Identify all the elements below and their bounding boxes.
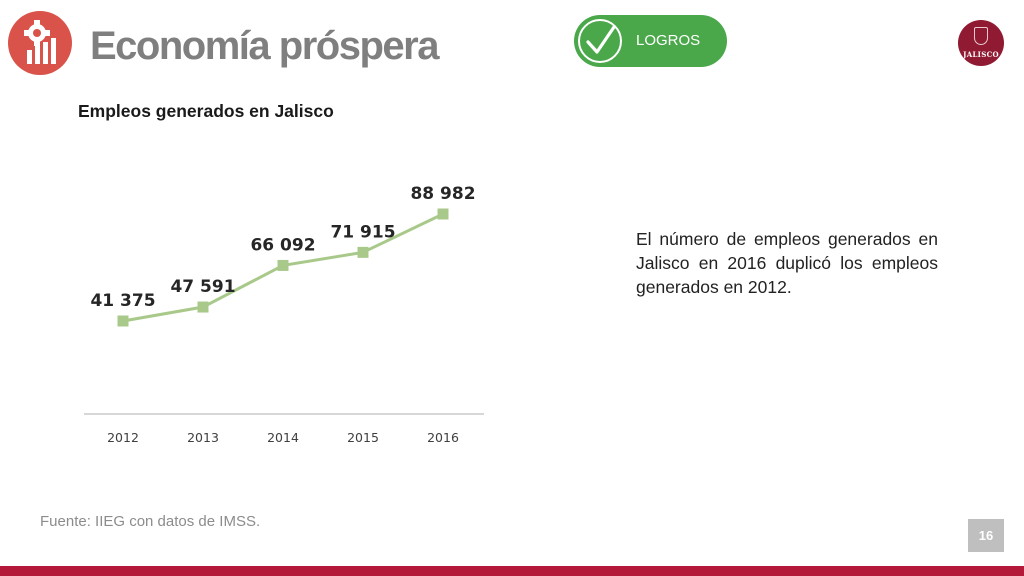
- crest-shield: [974, 27, 988, 45]
- x-tick-label: 2016: [427, 430, 459, 445]
- logros-badge: LOGROS: [574, 15, 727, 67]
- x-tick-label: 2015: [347, 430, 379, 445]
- data-point: [277, 259, 289, 271]
- jalisco-crest-icon: JALISCO: [958, 20, 1004, 66]
- x-tick-label: 2014: [267, 430, 299, 445]
- logo-wordmark: JALISCO: [963, 50, 999, 59]
- data-point: [437, 208, 449, 220]
- data-label: 66 092: [250, 235, 315, 255]
- data-label: 88 982: [410, 184, 475, 204]
- data-point: [357, 246, 369, 258]
- data-label: 71 915: [330, 222, 395, 242]
- chart-title: Empleos generados en Jalisco: [78, 101, 334, 121]
- data-label: 41 375: [90, 291, 155, 311]
- data-label: 47 591: [170, 277, 235, 297]
- gear-chart-icon: [8, 11, 72, 75]
- check-icon: [578, 19, 622, 63]
- source-note: Fuente: IIEG con datos de IMSS.: [40, 513, 261, 530]
- badge-label: LOGROS: [636, 32, 701, 49]
- page-number: 16: [968, 519, 1004, 552]
- data-point: [197, 301, 209, 313]
- page-title: Economía próspera: [90, 24, 439, 68]
- x-tick-label: 2013: [187, 430, 219, 445]
- footer-bar: [0, 566, 1024, 576]
- data-point: [117, 315, 129, 327]
- description-text: El número de empleos generados en Jalisc…: [636, 229, 938, 297]
- x-tick-label: 2012: [107, 430, 139, 445]
